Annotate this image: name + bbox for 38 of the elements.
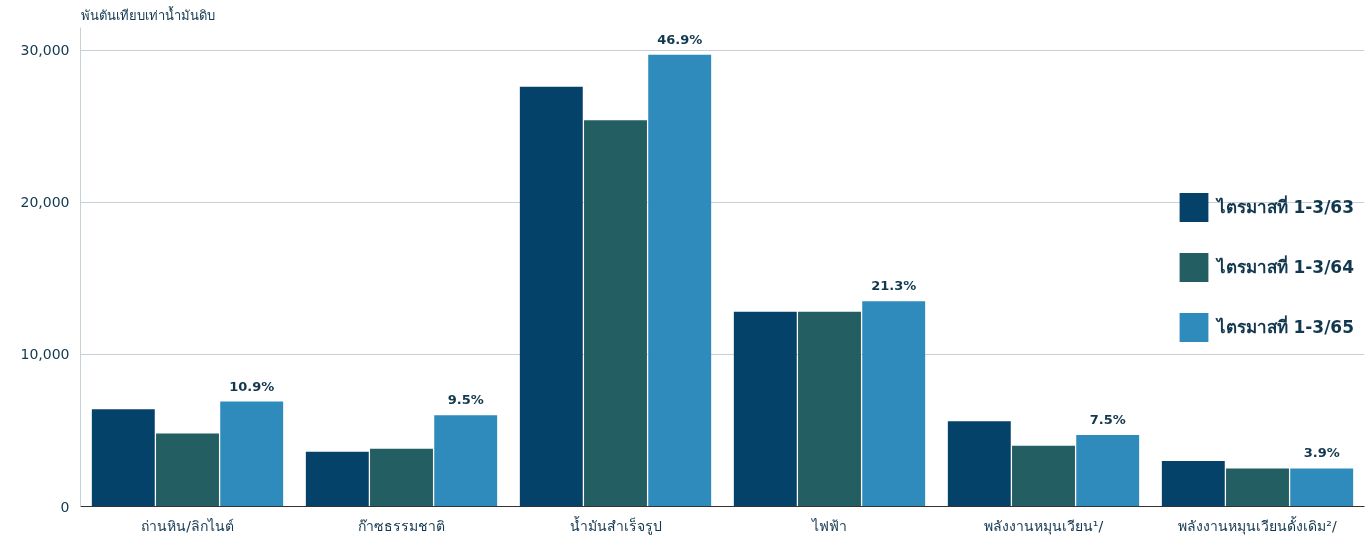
x-tick-label: ไฟฟ้า [811, 517, 847, 534]
bar [584, 120, 647, 507]
bar [434, 415, 498, 507]
y-axis-title: พันตันเทียบเท่าน้ำมันดิบ [80, 5, 215, 23]
bar [519, 86, 583, 507]
bar [1226, 468, 1289, 507]
annotation: 10.9% [229, 378, 275, 394]
x-tick-label: พลังงานหมุนเวียน¹/ [983, 517, 1104, 535]
bar [370, 448, 433, 507]
annotation: 21.3% [871, 278, 917, 294]
x-tick-label: น้ำมันสำเร็จรูป [569, 515, 662, 535]
bar [798, 311, 861, 507]
bar [1161, 460, 1225, 507]
bar [91, 409, 155, 507]
y-tick-label: 0 [60, 498, 70, 515]
legend-label: ไตรมาสที่ 1-3/63 [1216, 194, 1354, 219]
bar [947, 421, 1011, 507]
annotation: 9.5% [447, 392, 484, 408]
x-tick-label: พลังงานหมุนเวียนดั้งเดิม²/ [1178, 515, 1337, 535]
x-tick-label: ก๊าซธรรมชาติ [358, 517, 445, 534]
y-tick-label: 10,000 [20, 346, 70, 363]
annotation: 46.9% [657, 31, 703, 47]
bar [733, 311, 797, 507]
y-tick-label: 20,000 [20, 194, 70, 211]
legend-label: ไตรมาสที่ 1-3/65 [1216, 314, 1354, 339]
bar [305, 451, 369, 507]
bar [862, 301, 926, 507]
annotation: 7.5% [1089, 412, 1126, 428]
bar [156, 433, 219, 507]
legend-label: ไตรมาสที่ 1-3/64 [1216, 254, 1354, 279]
annotation: 3.9% [1303, 445, 1340, 461]
bar [220, 401, 284, 507]
bar [1290, 468, 1354, 507]
x-tick-label: ถ่านหิน/ลิกไนต์ [141, 517, 234, 534]
bar [1076, 435, 1140, 507]
bar [648, 54, 712, 507]
y-tick-label: 30,000 [20, 42, 70, 59]
bar [1012, 445, 1075, 507]
